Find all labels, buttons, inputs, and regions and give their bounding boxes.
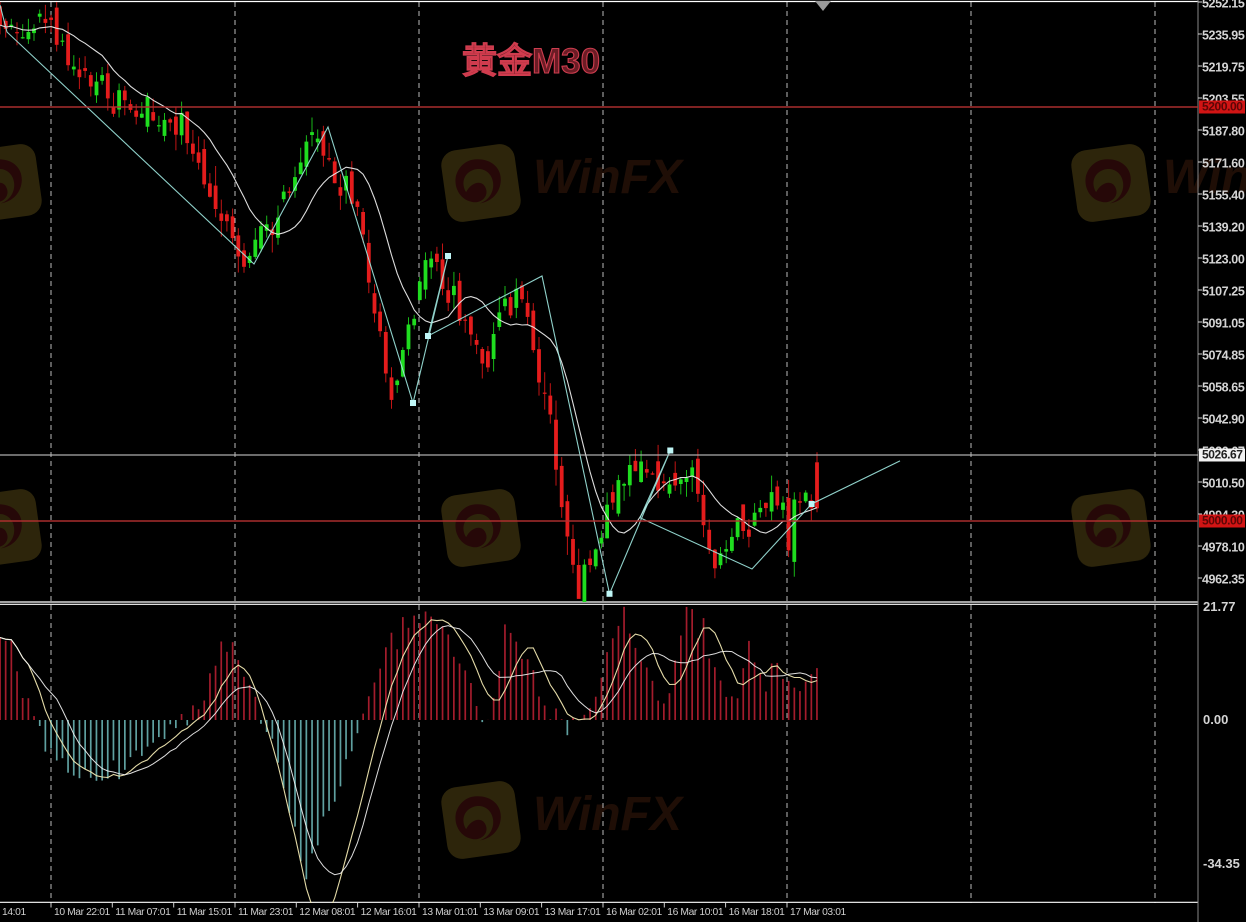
svg-text:16 Mar 18:01: 16 Mar 18:01 xyxy=(729,907,786,918)
svg-text:5010.50: 5010.50 xyxy=(1202,477,1245,491)
svg-text:5074.85: 5074.85 xyxy=(1202,349,1245,363)
svg-text:14:01: 14:01 xyxy=(2,907,26,918)
svg-text:5155.40: 5155.40 xyxy=(1202,189,1245,203)
svg-text:12 Mar 08:01: 12 Mar 08:01 xyxy=(299,907,356,918)
svg-text:5139.20: 5139.20 xyxy=(1202,221,1245,235)
svg-text:5123.00: 5123.00 xyxy=(1202,253,1245,267)
svg-text:13 Mar 09:01: 13 Mar 09:01 xyxy=(483,907,540,918)
svg-text:5058.65: 5058.65 xyxy=(1202,381,1245,395)
svg-text:5042.90: 5042.90 xyxy=(1202,413,1245,427)
svg-text:10 Mar 22:01: 10 Mar 22:01 xyxy=(54,907,111,918)
svg-text:5171.60: 5171.60 xyxy=(1202,157,1245,171)
svg-text:5091.05: 5091.05 xyxy=(1202,317,1245,331)
svg-text:黄金M30: 黄金M30 xyxy=(462,41,600,81)
svg-text:21.77: 21.77 xyxy=(1203,599,1236,614)
svg-text:12 Mar 16:01: 12 Mar 16:01 xyxy=(361,907,418,918)
svg-text:5107.25: 5107.25 xyxy=(1202,285,1245,299)
svg-text:-34.35: -34.35 xyxy=(1203,856,1240,871)
svg-text:5026.67: 5026.67 xyxy=(1202,448,1243,462)
svg-text:5235.95: 5235.95 xyxy=(1202,29,1245,43)
svg-text:13 Mar 01:01: 13 Mar 01:01 xyxy=(422,907,479,918)
svg-text:16 Mar 02:01: 16 Mar 02:01 xyxy=(606,907,663,918)
svg-text:5000.00: 5000.00 xyxy=(1202,514,1243,528)
svg-text:5252.15: 5252.15 xyxy=(1202,0,1245,11)
svg-text:5187.80: 5187.80 xyxy=(1202,125,1245,139)
svg-text:4978.10: 4978.10 xyxy=(1202,541,1245,555)
svg-text:11 Mar 15:01: 11 Mar 15:01 xyxy=(177,907,233,918)
svg-text:16 Mar 10:01: 16 Mar 10:01 xyxy=(667,907,724,918)
svg-text:11 Mar 23:01: 11 Mar 23:01 xyxy=(238,907,294,918)
svg-text:13 Mar 17:01: 13 Mar 17:01 xyxy=(545,907,602,918)
svg-text:5200.00: 5200.00 xyxy=(1202,100,1243,114)
svg-text:11 Mar 07:01: 11 Mar 07:01 xyxy=(115,907,171,918)
svg-text:5219.75: 5219.75 xyxy=(1202,61,1245,75)
svg-text:0.00: 0.00 xyxy=(1203,712,1228,727)
svg-text:17 Mar 03:01: 17 Mar 03:01 xyxy=(790,907,847,918)
svg-text:4962.35: 4962.35 xyxy=(1202,573,1245,587)
